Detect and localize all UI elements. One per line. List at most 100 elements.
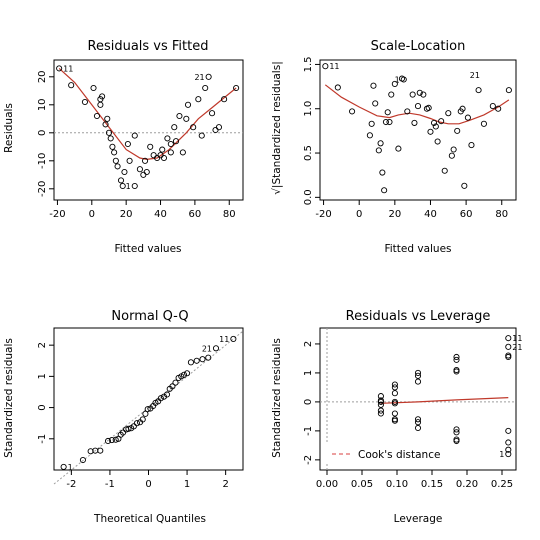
y-tick-label: 0 (37, 404, 48, 410)
data-point (391, 410, 398, 417)
data-point (432, 123, 439, 130)
data-point (450, 146, 457, 153)
data-point (102, 121, 109, 128)
data-point (205, 73, 212, 80)
data-point (104, 115, 111, 122)
data-point (505, 87, 512, 94)
data-point (386, 118, 393, 126)
data-point (163, 391, 171, 398)
data-point (505, 439, 512, 446)
data-point (416, 89, 423, 96)
data-point (142, 157, 149, 164)
x-tick-label: 80 (495, 209, 508, 220)
data-point (199, 356, 206, 363)
data-point (322, 63, 329, 70)
data-point (382, 118, 389, 126)
y-tick-label: 1.0 (303, 101, 314, 117)
data-point (391, 384, 398, 391)
plot-frame (319, 327, 517, 471)
data-point (109, 143, 116, 150)
data-point (505, 446, 512, 453)
data-point (131, 132, 138, 139)
data-point (384, 109, 391, 116)
data-point (195, 96, 202, 103)
data-point (172, 379, 179, 386)
data-point (377, 401, 384, 408)
data-point (453, 353, 460, 361)
data-point (334, 84, 341, 91)
y-tick-label: -20 (37, 181, 48, 197)
data-point (142, 410, 149, 417)
data-point (372, 100, 379, 107)
data-point (414, 416, 422, 423)
data-point (388, 91, 395, 98)
data-point (395, 145, 402, 152)
data-point (427, 128, 434, 135)
data-point (414, 369, 422, 376)
smooth-line (324, 84, 510, 125)
data-point (60, 463, 67, 470)
y-tick-label: 1 (37, 373, 48, 379)
data-point (143, 168, 150, 176)
y-tick-label: 20 (37, 70, 48, 83)
data-point (112, 436, 119, 443)
x-axis-label: Fitted values (384, 243, 451, 255)
smooth-line (380, 397, 509, 404)
data-point (375, 147, 382, 154)
data-point (420, 91, 427, 98)
data-point (114, 163, 121, 170)
normal-qq-panel: Normal Q-Q Theoretical Quantiles Standar… (3, 309, 244, 525)
data-point (377, 397, 384, 404)
scale-location-panel: Scale-Location Fitted values √|Standardi… (271, 39, 517, 255)
x-tick-label: -1 (105, 479, 115, 490)
data-point (99, 93, 106, 100)
data-point (215, 124, 222, 131)
x-tick-label: -20 (315, 209, 331, 220)
legend-box (324, 444, 449, 464)
data-point (411, 119, 418, 126)
y-tick-label: 1.5 (303, 56, 314, 72)
x-tick-label: 0.15 (421, 479, 443, 490)
data-point (187, 359, 194, 366)
data-point (366, 132, 373, 139)
data-point (391, 381, 398, 388)
data-point (157, 395, 164, 402)
x-tick-label: 20 (388, 209, 401, 220)
data-point (79, 456, 86, 464)
smooth-line (58, 67, 237, 161)
data-point (139, 416, 146, 423)
data-point (81, 98, 88, 106)
data-point (144, 406, 151, 413)
data-point (505, 427, 512, 434)
point-label: 1 (126, 182, 131, 191)
data-point (377, 407, 384, 414)
data-point (180, 371, 188, 378)
data-point (184, 101, 192, 108)
y-tick-label: 0.0 (303, 189, 314, 205)
point-label: 11 (63, 64, 73, 73)
data-point (404, 108, 411, 115)
data-point (212, 345, 220, 352)
data-point (461, 182, 468, 189)
y-tick-label: 2 (37, 342, 48, 348)
x-axis-label: Fitted values (114, 243, 181, 255)
point-label: 21 (470, 71, 480, 80)
x-tick-label: 60 (189, 209, 202, 220)
chart-title: Scale-Location (371, 39, 466, 54)
residuals-vs-fitted-panel: Residuals vs Fitted Fitted values Residu… (3, 39, 244, 255)
data-point (93, 112, 101, 120)
y-tick-label: 0 (303, 399, 314, 405)
data-point (121, 168, 128, 176)
y-tick-label: 1 (303, 370, 314, 376)
data-point (459, 105, 466, 112)
y-tick-label: -1 (37, 434, 48, 444)
data-point (454, 127, 461, 134)
data-point (414, 103, 422, 110)
data-point (179, 149, 186, 156)
y-axis-label: √|Standardized residuals| (271, 61, 283, 195)
x-tick-label: 80 (223, 209, 236, 220)
data-point (391, 390, 398, 397)
data-point (391, 80, 398, 87)
data-point (131, 182, 138, 190)
